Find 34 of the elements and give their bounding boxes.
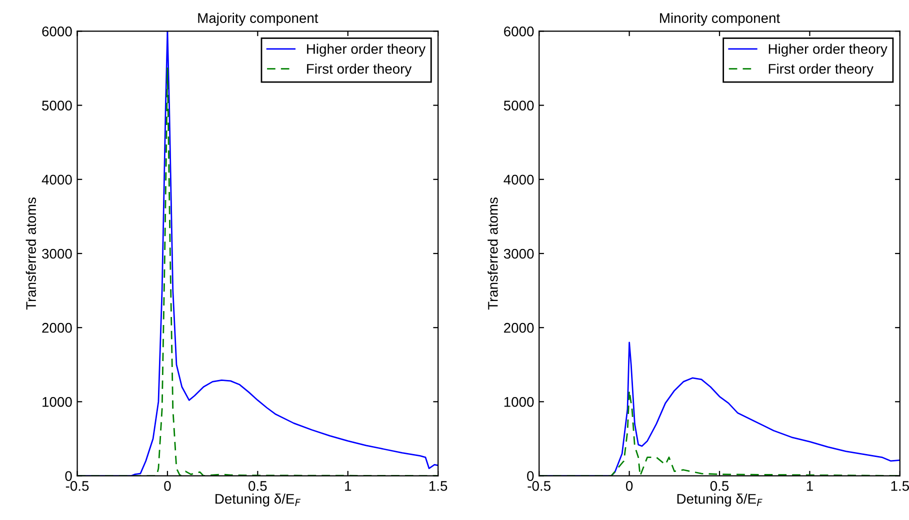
x-tick-label: 1 <box>345 481 352 491</box>
y-tick-label: 1000 <box>42 397 72 407</box>
x-tick-label: 1 <box>806 481 813 491</box>
y-tick-label: 6000 <box>42 26 72 36</box>
x-tick-label: -0.5 <box>528 481 550 491</box>
chart-title: Majority component <box>198 12 318 26</box>
y-tick-label: 4000 <box>504 174 534 185</box>
legend-label: First order theory <box>307 64 412 77</box>
x-axis-title: Detuning δ/E$_{F}$ <box>216 494 301 507</box>
legend-label: First order theory <box>768 64 874 77</box>
x-tick-label: 0 <box>626 481 633 491</box>
y-tick-label: 4000 <box>42 174 72 185</box>
chart-title: Minority component <box>660 12 780 26</box>
y-tick-label: 3000 <box>42 248 72 259</box>
y-axis-title: Transferred atoms <box>488 198 498 310</box>
legend-label: Higher order theory <box>307 44 426 57</box>
y-tick-label: 5000 <box>504 100 534 110</box>
x-tick-label: -0.5 <box>66 481 89 491</box>
y-tick-label: 5000 <box>42 100 72 110</box>
x-axis-title: Detuning δ/E$_{F}$ <box>677 494 762 507</box>
y-tick-label: 3000 <box>504 248 534 259</box>
y-tick-label: 6000 <box>504 26 534 36</box>
y-tick-label: 0 <box>65 471 72 481</box>
y-tick-label: 2000 <box>42 322 72 333</box>
legend-label: Higher order theory <box>768 44 888 57</box>
x-tick-label: 1.5 <box>429 481 448 491</box>
x-tick-label: 0.5 <box>710 481 729 491</box>
x-tick-label: 0 <box>164 481 171 491</box>
y-tick-label: 0 <box>527 471 534 481</box>
x-tick-label: 0.5 <box>248 481 267 491</box>
y-tick-label: 1000 <box>504 397 534 407</box>
y-axis-title: Transferred atoms <box>26 198 36 310</box>
x-tick-label: 1.5 <box>891 481 909 491</box>
y-tick-label: 2000 <box>504 322 534 333</box>
